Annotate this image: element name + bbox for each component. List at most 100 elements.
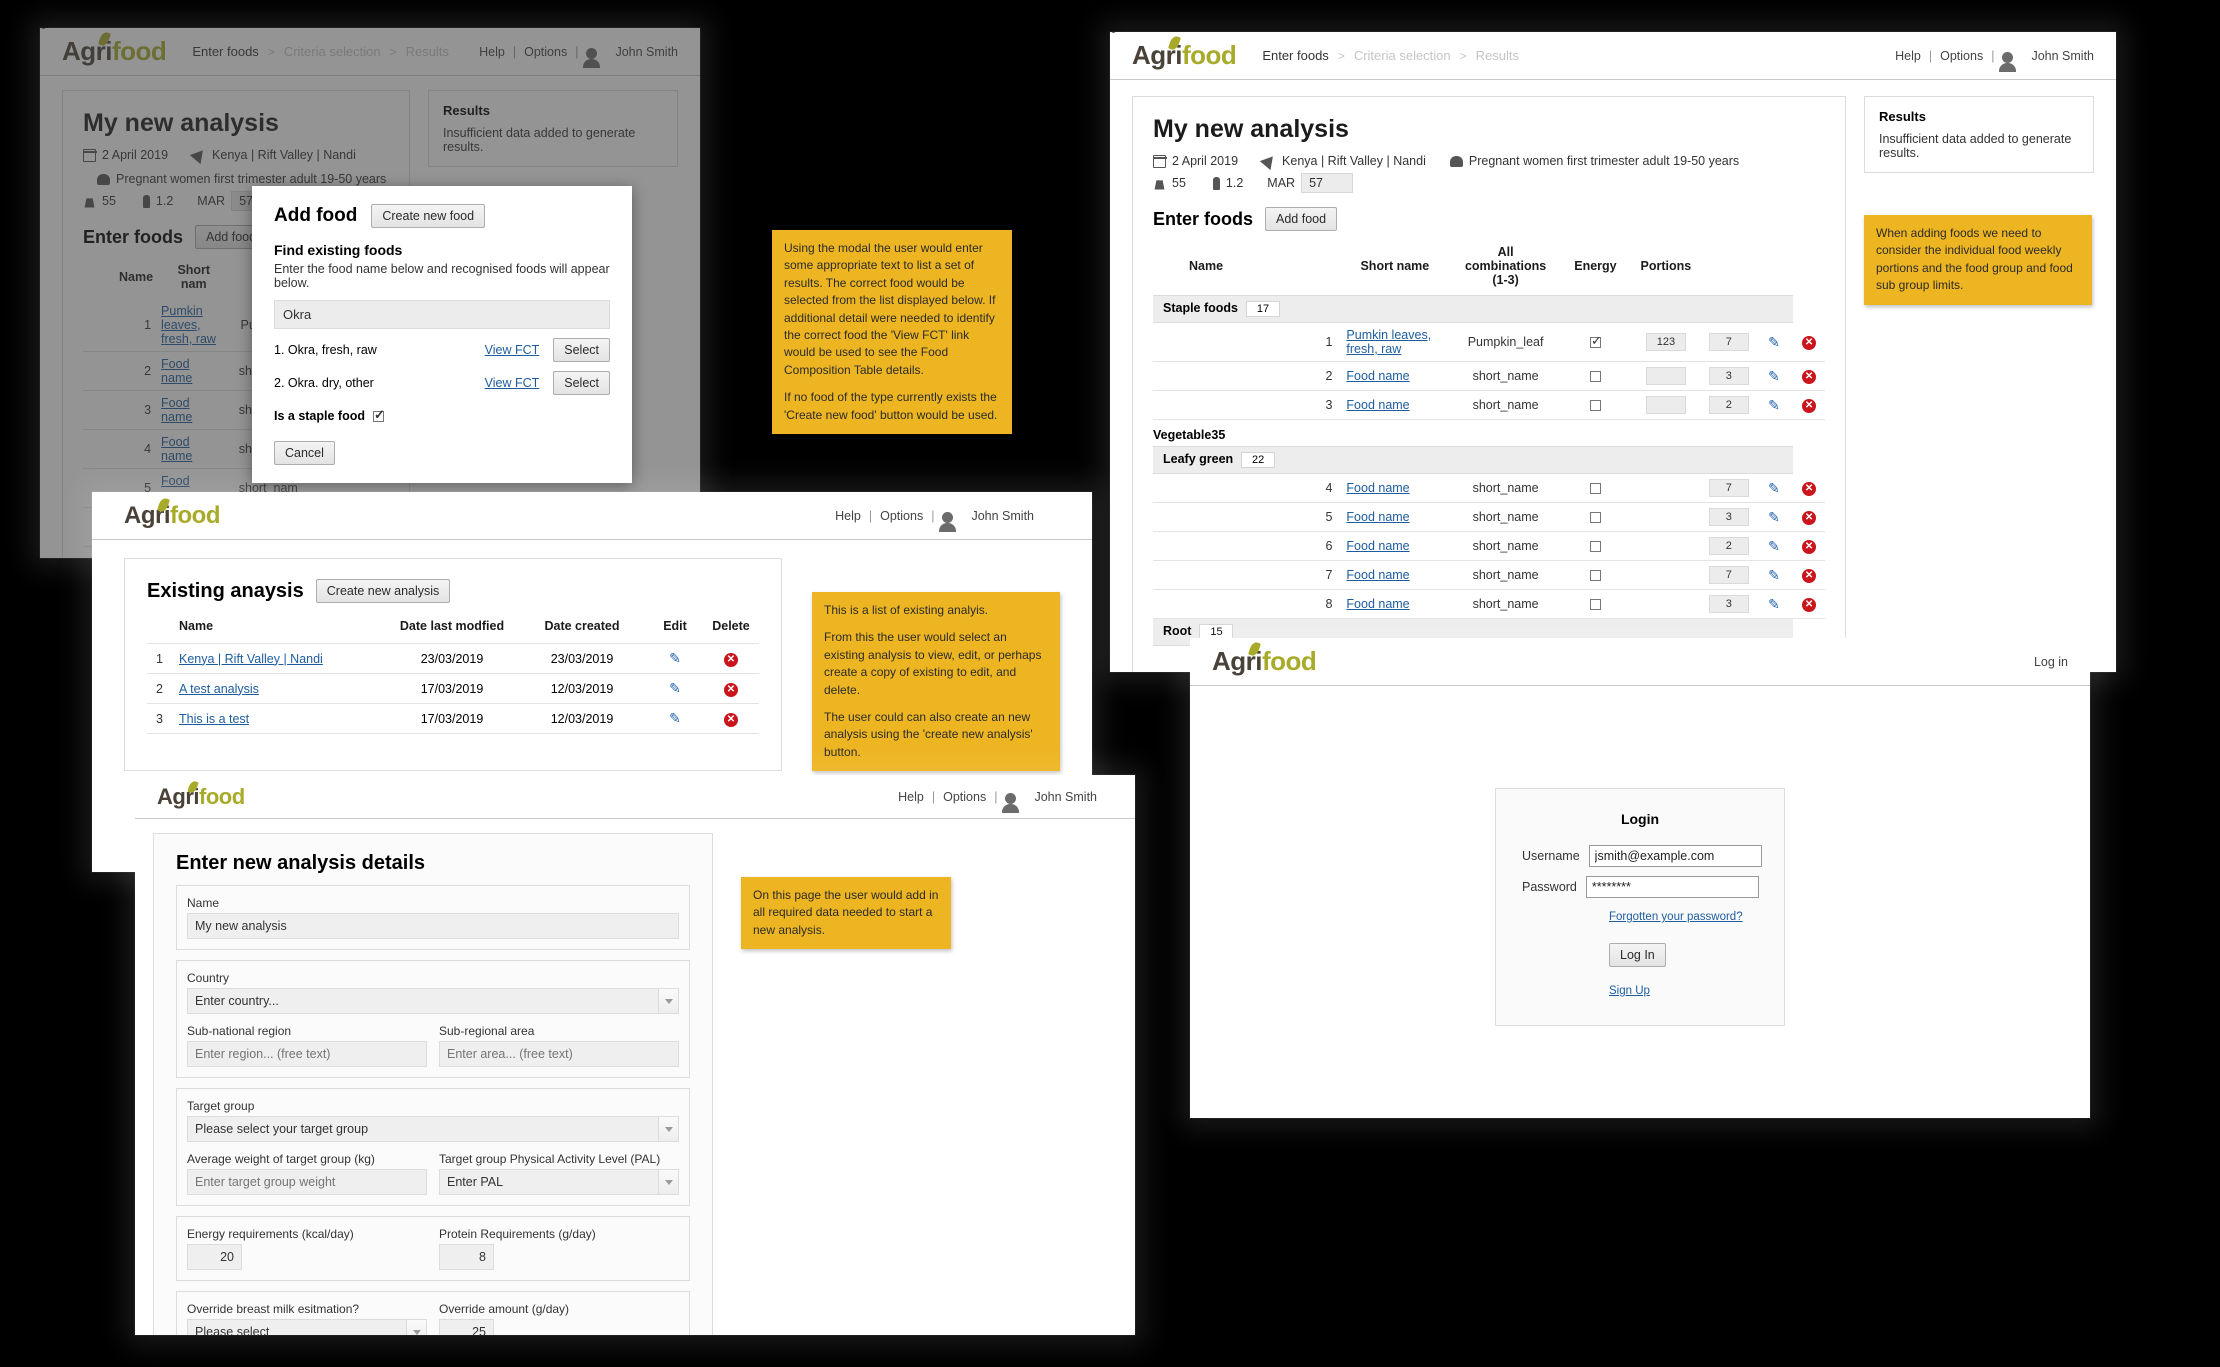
energy-input[interactable]: 123 — [1645, 333, 1686, 351]
portions-input[interactable]: 7 — [1708, 333, 1749, 351]
portions-input[interactable]: 3 — [1708, 508, 1749, 526]
edit-icon[interactable]: ✎ — [1768, 479, 1780, 496]
override-input[interactable] — [187, 1319, 427, 1335]
group-count[interactable]: 15 — [1199, 624, 1234, 640]
view-fct-link[interactable]: View FCT — [484, 376, 540, 390]
portions-input[interactable]: 2 — [1708, 396, 1749, 414]
target-group-input[interactable] — [187, 1116, 679, 1142]
breadcrumb-results[interactable]: Results — [1475, 48, 1520, 63]
pal-select[interactable] — [439, 1169, 679, 1195]
logo[interactable]: Agrifood — [124, 496, 220, 530]
delete-icon[interactable]: ✕ — [724, 652, 738, 667]
log-in-link[interactable]: Log in — [2033, 654, 2068, 669]
portions-input[interactable]: 7 — [1708, 479, 1749, 497]
edit-icon[interactable]: ✎ — [669, 710, 681, 726]
avg-weight-input[interactable] — [187, 1169, 427, 1195]
add-food-button[interactable]: Add food — [1265, 207, 1338, 231]
food-name-link[interactable]: Food name — [1346, 568, 1410, 582]
food-name-link[interactable]: Pumkin leaves, fresh, raw — [1346, 328, 1432, 356]
delete-icon[interactable]: ✕ — [724, 682, 738, 697]
select-food-button[interactable]: Select — [553, 371, 610, 395]
delete-icon[interactable]: ✕ — [1802, 540, 1817, 554]
delete-icon[interactable]: ✕ — [1802, 598, 1817, 612]
analysis-name-link[interactable]: Kenya | Rift Valley | Nandi — [179, 651, 323, 666]
username-input[interactable] — [1588, 845, 1762, 867]
override-amount-input[interactable] — [439, 1319, 494, 1335]
edit-icon[interactable]: ✎ — [1768, 537, 1780, 554]
subregional-input[interactable] — [439, 1041, 679, 1067]
breadcrumb-enter-foods[interactable]: Enter foods — [1262, 48, 1329, 63]
logo[interactable]: Agrifood — [1132, 34, 1237, 71]
delete-icon[interactable]: ✕ — [1802, 399, 1817, 413]
forgot-password-link[interactable]: Forgotten your password? — [1609, 911, 1743, 923]
mar-value[interactable]: 57 — [1301, 173, 1354, 193]
create-new-analysis-button[interactable]: Create new analysis — [315, 579, 451, 603]
delete-icon[interactable]: ✕ — [1802, 335, 1817, 350]
name-input[interactable] — [187, 913, 679, 939]
food-name-link[interactable]: Food name — [1346, 481, 1410, 495]
select-food-button[interactable]: Select — [553, 338, 610, 362]
all-combinations-checkbox[interactable] — [1589, 599, 1601, 611]
target-group-select[interactable] — [187, 1116, 679, 1142]
is-staple-food-checkbox[interactable] — [373, 407, 385, 423]
food-search-input[interactable]: Okra — [274, 300, 610, 329]
help-link[interactable]: Help — [835, 508, 861, 523]
country-select[interactable] — [187, 988, 679, 1014]
protein-input[interactable] — [439, 1244, 494, 1270]
password-input[interactable] — [1585, 876, 1759, 898]
energy-input[interactable] — [1645, 396, 1686, 414]
edit-icon[interactable]: ✎ — [1768, 333, 1780, 350]
analysis-name-link[interactable]: This is a test — [179, 711, 250, 726]
all-combinations-checkbox[interactable] — [1589, 400, 1601, 412]
all-combinations-checkbox[interactable] — [1589, 512, 1601, 524]
group-count[interactable]: 17 — [1246, 301, 1281, 317]
create-new-food-button[interactable]: Create new food — [371, 204, 486, 228]
logo[interactable]: Agrifood — [1212, 640, 1317, 677]
country-input[interactable] — [187, 988, 679, 1014]
help-link[interactable]: Help — [898, 789, 924, 804]
edit-icon[interactable]: ✎ — [1768, 508, 1780, 525]
portions-input[interactable]: 7 — [1708, 566, 1749, 584]
view-fct-link[interactable]: View FCT — [484, 343, 540, 357]
food-name-link[interactable]: Food name — [1346, 369, 1410, 383]
sign-up-link[interactable]: Sign Up — [1609, 985, 1650, 997]
breadcrumb-criteria-selection[interactable]: Criteria selection — [1353, 48, 1451, 63]
modal-cancel-button[interactable]: Cancel — [274, 441, 335, 465]
user-name[interactable]: John Smith — [971, 508, 1034, 523]
portions-input[interactable]: 3 — [1708, 367, 1749, 385]
food-name-link[interactable]: Food name — [1346, 510, 1410, 524]
all-combinations-checkbox[interactable] — [1589, 483, 1601, 495]
pal-input[interactable] — [439, 1169, 679, 1195]
subnational-input[interactable] — [187, 1041, 427, 1067]
food-name-link[interactable]: Food name — [1346, 539, 1410, 553]
all-combinations-checkbox[interactable] — [1589, 570, 1601, 582]
delete-icon[interactable]: ✕ — [1802, 370, 1817, 384]
edit-icon[interactable]: ✎ — [1768, 595, 1780, 612]
delete-icon[interactable]: ✕ — [1802, 569, 1817, 583]
portions-input[interactable]: 2 — [1708, 537, 1749, 555]
delete-icon[interactable]: ✕ — [1802, 481, 1817, 496]
log-in-button[interactable]: Log In — [1609, 943, 1666, 967]
logo[interactable]: Agrifood — [157, 779, 245, 810]
energy-input[interactable] — [187, 1244, 242, 1270]
food-name-link[interactable]: Food name — [1346, 398, 1410, 412]
edit-icon[interactable]: ✎ — [669, 650, 681, 666]
edit-icon[interactable]: ✎ — [669, 680, 681, 696]
group-count[interactable]: 35 — [1211, 428, 1226, 442]
all-combinations-checkbox[interactable] — [1589, 541, 1601, 553]
options-link[interactable]: Options — [1940, 48, 1984, 63]
energy-input[interactable] — [1645, 367, 1686, 385]
portions-input[interactable]: 3 — [1708, 595, 1749, 613]
edit-icon[interactable]: ✎ — [1768, 396, 1780, 413]
delete-icon[interactable]: ✕ — [724, 712, 738, 727]
edit-icon[interactable]: ✎ — [1768, 566, 1780, 583]
analysis-name-link[interactable]: A test analysis — [179, 681, 259, 696]
group-count[interactable]: 22 — [1241, 452, 1276, 468]
user-name[interactable]: John Smith — [1034, 789, 1097, 804]
delete-icon[interactable]: ✕ — [1802, 511, 1817, 525]
options-link[interactable]: Options — [943, 789, 987, 804]
help-link[interactable]: Help — [1895, 48, 1921, 63]
user-name[interactable]: John Smith — [2031, 48, 2094, 63]
edit-icon[interactable]: ✎ — [1768, 367, 1780, 384]
options-link[interactable]: Options — [880, 508, 924, 523]
